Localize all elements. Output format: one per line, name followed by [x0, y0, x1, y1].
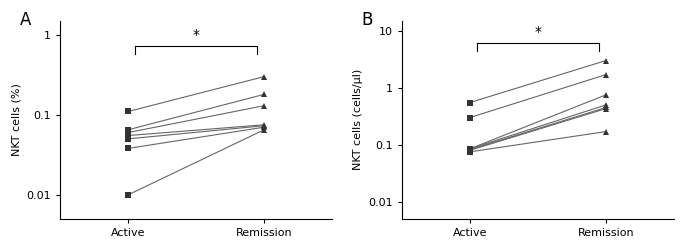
Y-axis label: NKT cells (%): NKT cells (%) — [11, 83, 21, 156]
Text: A: A — [20, 11, 31, 29]
Text: B: B — [362, 11, 373, 29]
Text: *: * — [192, 28, 200, 42]
Text: *: * — [534, 25, 542, 39]
Y-axis label: NKT cells (cells/μl): NKT cells (cells/μl) — [353, 69, 363, 170]
